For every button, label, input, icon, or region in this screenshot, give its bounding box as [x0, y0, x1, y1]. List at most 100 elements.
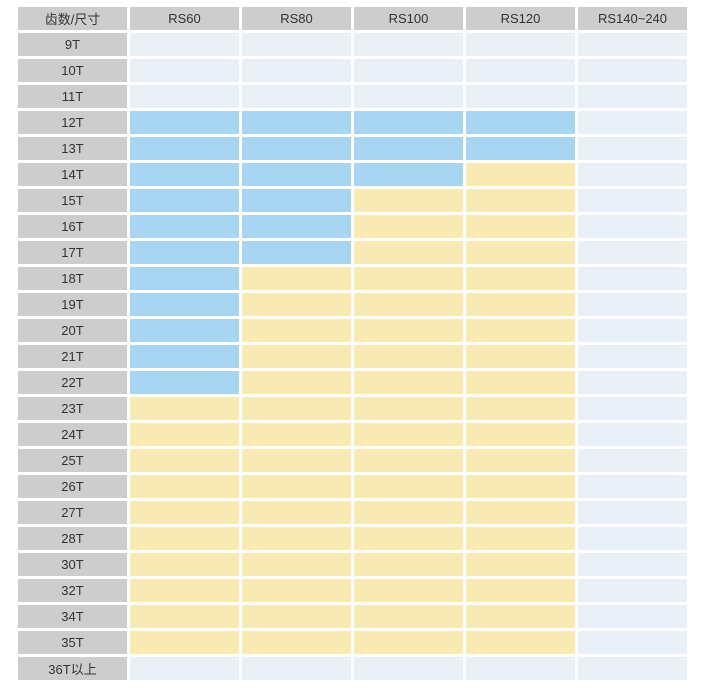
cell-27T-RS140~240 [578, 501, 687, 524]
table-row: 25T [18, 449, 687, 472]
cell-26T-RS60 [130, 475, 239, 498]
cell-13T-RS120 [466, 137, 575, 160]
cell-16T-RS120 [466, 215, 575, 238]
row-label-28T: 28T [18, 527, 127, 550]
table-row: 24T [18, 423, 687, 446]
cell-14T-RS100 [354, 163, 463, 186]
cell-30T-RS120 [466, 553, 575, 576]
cell-25T-RS60 [130, 449, 239, 472]
cell-9T-RS80 [242, 33, 351, 56]
cell-21T-RS120 [466, 345, 575, 368]
row-label-26T: 26T [18, 475, 127, 498]
cell-35T-RS140~240 [578, 631, 687, 654]
table-row: 16T [18, 215, 687, 238]
cell-32T-RS120 [466, 579, 575, 602]
cell-23T-RS100 [354, 397, 463, 420]
header-rs140-240: RS140~240 [578, 7, 687, 30]
cell-26T-RS140~240 [578, 475, 687, 498]
row-label-23T: 23T [18, 397, 127, 420]
cell-9T-RS120 [466, 33, 575, 56]
cell-17T-RS100 [354, 241, 463, 264]
row-label-30T: 30T [18, 553, 127, 576]
row-label-14T: 14T [18, 163, 127, 186]
row-label-13T: 13T [18, 137, 127, 160]
cell-18T-RS100 [354, 267, 463, 290]
cell-19T-RS80 [242, 293, 351, 316]
row-label-32T: 32T [18, 579, 127, 602]
cell-12T-RS120 [466, 111, 575, 134]
cell-19T-RS140~240 [578, 293, 687, 316]
cell-32T-RS140~240 [578, 579, 687, 602]
row-label-35T: 35T [18, 631, 127, 654]
cell-18T-RS80 [242, 267, 351, 290]
cell-14T-RS120 [466, 163, 575, 186]
row-label-20T: 20T [18, 319, 127, 342]
row-label-36T以上: 36T以上 [18, 657, 127, 680]
table-row: 19T [18, 293, 687, 316]
cell-20T-RS120 [466, 319, 575, 342]
cell-17T-RS120 [466, 241, 575, 264]
cell-24T-RS60 [130, 423, 239, 446]
row-label-21T: 21T [18, 345, 127, 368]
table-row: 22T [18, 371, 687, 394]
cell-15T-RS100 [354, 189, 463, 212]
cell-18T-RS140~240 [578, 267, 687, 290]
cell-27T-RS60 [130, 501, 239, 524]
table-row: 26T [18, 475, 687, 498]
cell-34T-RS140~240 [578, 605, 687, 628]
cell-22T-RS60 [130, 371, 239, 394]
cell-19T-RS120 [466, 293, 575, 316]
cell-15T-RS60 [130, 189, 239, 212]
cell-13T-RS60 [130, 137, 239, 160]
table-row: 23T [18, 397, 687, 420]
teeth-size-matrix: 齿数/尺寸 RS60 RS80 RS100 RS120 RS140~240 9T… [15, 4, 690, 683]
cell-35T-RS100 [354, 631, 463, 654]
cell-10T-RS100 [354, 59, 463, 82]
cell-32T-RS60 [130, 579, 239, 602]
cell-12T-RS140~240 [578, 111, 687, 134]
cell-16T-RS60 [130, 215, 239, 238]
cell-9T-RS100 [354, 33, 463, 56]
cell-30T-RS100 [354, 553, 463, 576]
cell-28T-RS80 [242, 527, 351, 550]
cell-20T-RS100 [354, 319, 463, 342]
cell-30T-RS60 [130, 553, 239, 576]
cell-16T-RS140~240 [578, 215, 687, 238]
cell-21T-RS80 [242, 345, 351, 368]
header-rs60: RS60 [130, 7, 239, 30]
cell-15T-RS120 [466, 189, 575, 212]
cell-15T-RS80 [242, 189, 351, 212]
cell-35T-RS120 [466, 631, 575, 654]
cell-13T-RS80 [242, 137, 351, 160]
cell-12T-RS60 [130, 111, 239, 134]
table-row: 11T [18, 85, 687, 108]
table-row: 21T [18, 345, 687, 368]
cell-25T-RS120 [466, 449, 575, 472]
table-row: 13T [18, 137, 687, 160]
cell-35T-RS60 [130, 631, 239, 654]
cell-11T-RS140~240 [578, 85, 687, 108]
row-label-12T: 12T [18, 111, 127, 134]
table-row: 30T [18, 553, 687, 576]
cell-9T-RS140~240 [578, 33, 687, 56]
cell-10T-RS140~240 [578, 59, 687, 82]
cell-20T-RS80 [242, 319, 351, 342]
cell-28T-RS120 [466, 527, 575, 550]
row-label-9T: 9T [18, 33, 127, 56]
row-label-10T: 10T [18, 59, 127, 82]
header-teeth-size: 齿数/尺寸 [18, 7, 127, 30]
cell-17T-RS80 [242, 241, 351, 264]
table-row: 17T [18, 241, 687, 264]
cell-28T-RS140~240 [578, 527, 687, 550]
cell-10T-RS60 [130, 59, 239, 82]
cell-24T-RS120 [466, 423, 575, 446]
cell-21T-RS140~240 [578, 345, 687, 368]
cell-28T-RS60 [130, 527, 239, 550]
cell-10T-RS80 [242, 59, 351, 82]
cell-27T-RS120 [466, 501, 575, 524]
table-row: 36T以上 [18, 657, 687, 680]
table-row: 14T [18, 163, 687, 186]
cell-11T-RS100 [354, 85, 463, 108]
cell-24T-RS80 [242, 423, 351, 446]
cell-10T-RS120 [466, 59, 575, 82]
